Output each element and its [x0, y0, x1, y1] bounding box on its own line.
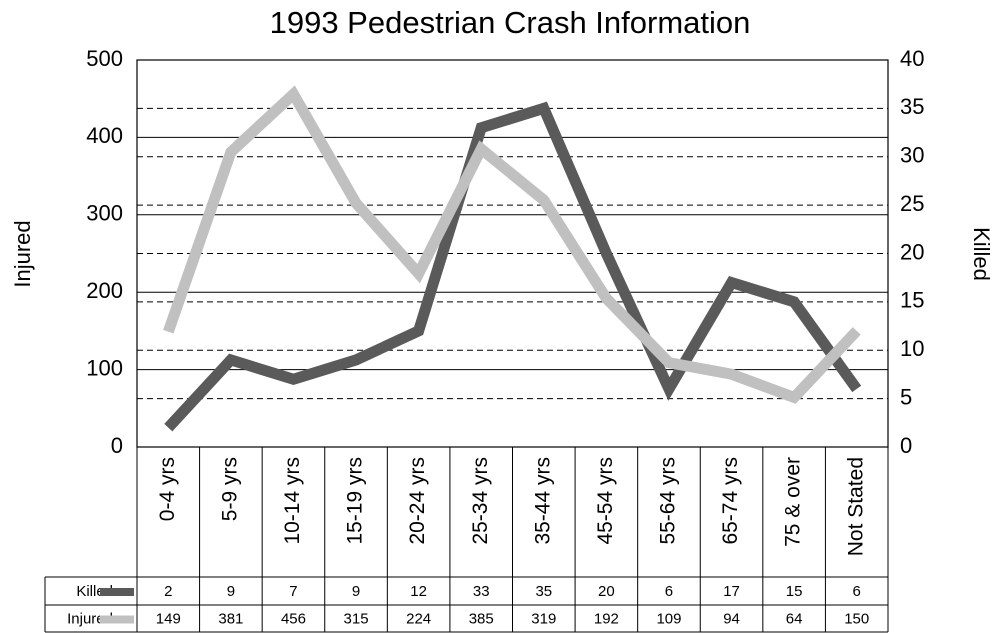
table-cell: 17: [723, 583, 740, 600]
x-tick-label: Not Stated: [844, 457, 867, 556]
table-cell: 2: [164, 583, 172, 600]
table-cell: 64: [786, 610, 803, 627]
table-cell: 456: [281, 610, 306, 627]
y-tick-label: 0: [111, 433, 123, 458]
y-axis-label: Injured: [10, 220, 35, 287]
y2-tick-label: 15: [900, 288, 924, 313]
y-tick-label: 100: [86, 355, 123, 380]
y2-tick-label: 30: [900, 143, 924, 168]
table-cell: 224: [406, 610, 431, 627]
series-line: [163, 85, 861, 404]
x-tick-label: 20-24 yrs: [406, 457, 429, 545]
x-tick-label: 10-14 yrs: [281, 457, 304, 545]
y2-tick-label: 0: [900, 433, 912, 458]
table-cell: 319: [531, 610, 556, 627]
table-cell: 94: [723, 610, 740, 627]
y2-tick-label: 25: [900, 191, 924, 216]
table-cell: 150: [844, 610, 869, 627]
y2-tick-label: 20: [900, 239, 924, 264]
chart-title: 1993 Pedestrian Crash Information: [270, 5, 751, 40]
table-cell: 6: [665, 583, 673, 600]
table-cell: 7: [289, 583, 297, 600]
y-tick-label: 400: [86, 123, 123, 148]
table-cell: 385: [469, 610, 494, 627]
table-cell: 15: [786, 583, 803, 600]
x-tick-label: 35-44 yrs: [531, 457, 554, 545]
x-tick-label: 0-4 yrs: [156, 457, 179, 521]
x-tick-label: 75 & over: [782, 457, 805, 547]
table-cell: 12: [410, 583, 427, 600]
x-tick-label: 65-74 yrs: [719, 457, 742, 545]
y2-tick-label: 5: [900, 384, 912, 409]
y2-axis-label: Killed: [969, 227, 994, 281]
x-tick-label: 5-9 yrs: [218, 457, 241, 521]
table-cell: 381: [218, 610, 243, 627]
table-cell: 6: [853, 583, 861, 600]
x-tick-label: 55-64 yrs: [657, 457, 680, 545]
table-cell: 192: [594, 610, 619, 627]
table-cell: 315: [344, 610, 369, 627]
series-line: [164, 101, 862, 432]
table-cell: 9: [352, 583, 360, 600]
x-tick-label: 25-34 yrs: [469, 457, 492, 545]
x-tick-label: 45-54 yrs: [594, 457, 617, 545]
table-cell: 149: [156, 610, 181, 627]
y2-tick-label: 10: [900, 336, 924, 361]
table-cell: 9: [227, 583, 235, 600]
y2-tick-label: 35: [900, 94, 924, 119]
x-tick-label: 15-19 yrs: [344, 457, 367, 545]
y-tick-label: 300: [86, 201, 123, 226]
y-tick-label: 200: [86, 278, 123, 303]
table-cell: 35: [535, 583, 552, 600]
y-tick-label: 500: [86, 46, 123, 71]
table-cell: 33: [473, 583, 490, 600]
table-cell: 109: [656, 610, 681, 627]
table-cell: 20: [598, 583, 615, 600]
y2-tick-label: 40: [900, 46, 924, 71]
